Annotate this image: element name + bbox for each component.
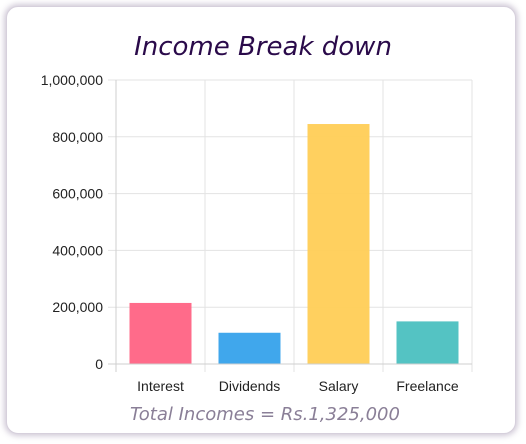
grid-lines xyxy=(108,79,473,372)
bar-dividends[interactable] xyxy=(218,332,281,364)
x-axis-tick-labels: Interest Dividends Salary Freelance xyxy=(137,378,459,394)
x-tick-label: Dividends xyxy=(219,378,280,394)
x-tick-label: Freelance xyxy=(396,378,458,394)
bar-interest[interactable] xyxy=(129,302,192,364)
y-tick-label: 1,000,000 xyxy=(41,72,103,88)
bar-salary[interactable] xyxy=(307,124,370,365)
y-tick-label: 0 xyxy=(95,356,103,372)
axes xyxy=(108,80,472,372)
total-incomes-label: Total Incomes = Rs.1,325,000 xyxy=(130,404,400,425)
bar-freelance[interactable] xyxy=(396,321,459,364)
y-tick-label: 600,000 xyxy=(52,186,103,202)
chart-title: Income Break down xyxy=(134,32,392,62)
y-axis-tick-labels: 0 200,000 400,000 600,000 800,000 1,000,000 xyxy=(41,72,104,372)
y-tick-label: 400,000 xyxy=(52,242,103,258)
x-tick-label: Salary xyxy=(319,378,359,394)
y-tick-label: 200,000 xyxy=(52,299,103,315)
bars xyxy=(129,124,459,365)
x-tick-label: Interest xyxy=(137,378,184,394)
y-tick-label: 800,000 xyxy=(52,129,103,145)
